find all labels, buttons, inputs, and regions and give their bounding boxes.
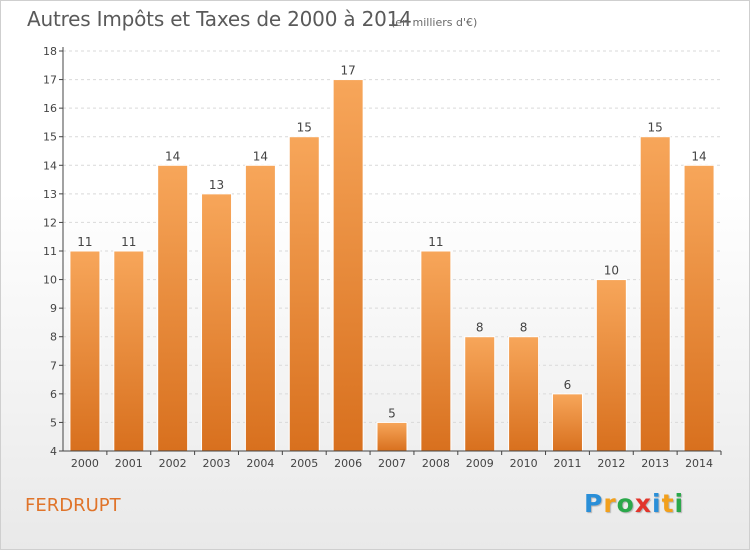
y-tick-label: 9 xyxy=(50,302,57,315)
bar-2003 xyxy=(201,193,233,452)
logo-letter: P xyxy=(584,489,604,518)
chart-title: Autres Impôts et Taxes de 2000 à 2014 xyxy=(27,7,412,31)
axis-layer: 4 5 6 7 8 9 10 11 12 13 14 15 16 17 18 2000 2001 2002 2003… xyxy=(43,45,722,470)
bar-2008 xyxy=(420,250,452,452)
logo-letter: i xyxy=(652,489,662,518)
x-tick-label-2004: 2004 xyxy=(246,457,274,470)
data-label-2008: 11 xyxy=(428,235,443,249)
y-tick-label: 4 xyxy=(50,445,57,458)
bar-2010 xyxy=(508,336,540,452)
x-tick-label-2000: 2000 xyxy=(71,457,99,470)
data-label-2001: 11 xyxy=(121,235,136,249)
data-label-2007: 5 xyxy=(388,406,396,420)
bar-layer xyxy=(69,79,715,452)
bar-2014 xyxy=(683,164,715,452)
bar-2011 xyxy=(551,393,583,452)
bar-2009 xyxy=(464,336,496,452)
data-label-2005: 15 xyxy=(297,121,312,135)
logo-letter: t xyxy=(661,489,675,518)
bar-2002 xyxy=(157,164,189,452)
x-tick-label-2010: 2010 xyxy=(510,457,538,470)
y-tick-label: 11 xyxy=(43,245,57,258)
bar-2012 xyxy=(595,279,627,452)
x-tick-label-2009: 2009 xyxy=(466,457,494,470)
bar-2001 xyxy=(113,250,145,452)
x-tick-label-2002: 2002 xyxy=(159,457,187,470)
x-tick-label-2005: 2005 xyxy=(290,457,318,470)
data-label-2004: 14 xyxy=(253,149,268,163)
logo-letter: r xyxy=(603,489,617,518)
y-tick-label: 17 xyxy=(43,74,57,87)
data-label-2006: 17 xyxy=(340,64,355,78)
x-tick-label-2006: 2006 xyxy=(334,457,362,470)
bar-2000 xyxy=(69,250,101,452)
logo-letter: i xyxy=(674,489,685,518)
data-label-2000: 11 xyxy=(77,235,92,249)
y-tick-label: 10 xyxy=(43,274,57,287)
y-tick-label: 7 xyxy=(50,359,57,372)
logo-letter: x xyxy=(634,489,652,518)
bar-2005 xyxy=(288,136,320,452)
data-label-2009: 8 xyxy=(476,321,484,335)
bar-2006 xyxy=(332,79,364,452)
y-tick-label: 15 xyxy=(43,131,57,144)
bar-2013 xyxy=(639,136,671,452)
bar-2004 xyxy=(244,164,276,452)
x-tick-label-2012: 2012 xyxy=(597,457,625,470)
proxiti-logo[interactable]: Proxiti xyxy=(584,489,684,518)
data-label-2014: 14 xyxy=(691,149,706,163)
x-tick-label-2007: 2007 xyxy=(378,457,406,470)
y-tick-label: 6 xyxy=(50,388,57,401)
data-label-2011: 6 xyxy=(564,378,572,392)
town-name: FERDRUPT xyxy=(25,495,121,516)
data-label-2002: 14 xyxy=(165,149,180,163)
data-label-2012: 10 xyxy=(604,264,619,278)
y-tick-label: 12 xyxy=(43,216,57,229)
y-tick-label: 16 xyxy=(43,102,57,115)
label-layer: 11 11 14 13 14 15 17 5 11 8 8 6 10 15 14 xyxy=(77,64,706,421)
data-label-2003: 13 xyxy=(209,178,224,192)
x-tick-label-2011: 2011 xyxy=(553,457,581,470)
x-tick-label-2013: 2013 xyxy=(641,457,669,470)
y-tick-label: 8 xyxy=(50,331,57,344)
y-tick-label: 5 xyxy=(50,416,57,429)
x-tick-label-2008: 2008 xyxy=(422,457,450,470)
data-label-2010: 8 xyxy=(520,321,528,335)
y-tick-label: 18 xyxy=(43,45,57,58)
y-tick-label: 13 xyxy=(43,188,57,201)
y-tick-label: 14 xyxy=(43,159,57,172)
data-label-2013: 15 xyxy=(648,121,663,135)
x-tick-label-2014: 2014 xyxy=(685,457,713,470)
bar-2007 xyxy=(376,421,408,452)
logo-letter: o xyxy=(616,489,635,518)
x-tick-label-2003: 2003 xyxy=(203,457,231,470)
x-tick-label-2001: 2001 xyxy=(115,457,143,470)
chart-subtitle: (en milliers d'€) xyxy=(391,16,478,29)
